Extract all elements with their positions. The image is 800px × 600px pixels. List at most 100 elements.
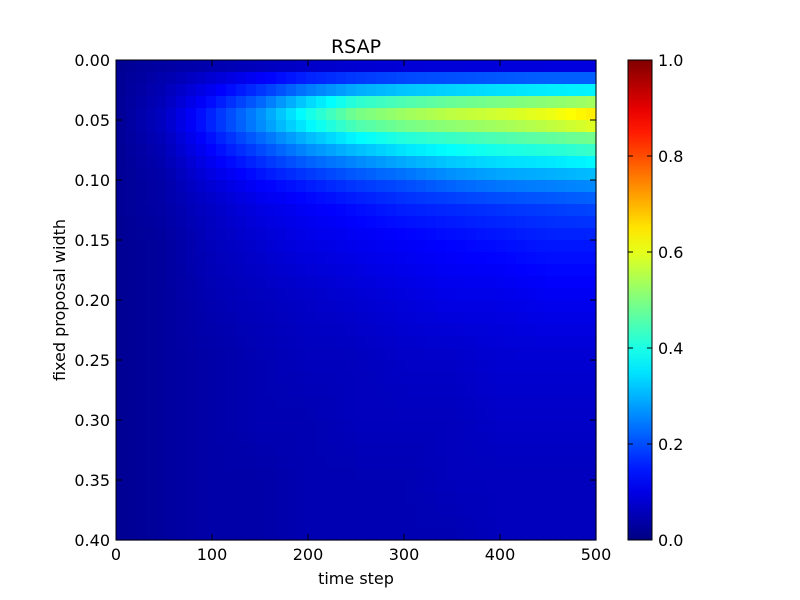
heatmap-cell xyxy=(196,444,207,457)
heatmap-cell xyxy=(516,132,527,145)
heatmap-cell xyxy=(276,432,287,445)
y-tick-label: 0.35 xyxy=(74,471,110,490)
heatmap-cell xyxy=(576,420,587,433)
heatmap-cell xyxy=(176,408,187,421)
heatmap-cell xyxy=(176,492,187,505)
heatmap-cell xyxy=(556,528,567,541)
heatmap-cell xyxy=(136,396,147,409)
heatmap-cell xyxy=(256,108,267,121)
heatmap-cell xyxy=(546,360,557,373)
heatmap-cell xyxy=(366,132,377,145)
heatmap-cell xyxy=(426,492,437,505)
heatmap-cell xyxy=(406,168,417,181)
heatmap-cell xyxy=(266,468,277,481)
heatmap-cell xyxy=(546,216,557,229)
heatmap-cell xyxy=(146,216,157,229)
heatmap-cell xyxy=(476,504,487,517)
heatmap-cell xyxy=(436,144,447,157)
heatmap-cell xyxy=(376,120,387,133)
heatmap-cell xyxy=(546,144,557,157)
heatmap-cell xyxy=(186,180,197,193)
heatmap-cell xyxy=(186,336,197,349)
heatmap-cell xyxy=(206,312,217,325)
heatmap-cell xyxy=(206,504,217,517)
heatmap-cell xyxy=(296,504,307,517)
heatmap-cell xyxy=(286,408,297,421)
heatmap-cell xyxy=(176,300,187,313)
heatmap-cell xyxy=(576,204,587,217)
heatmap-cell xyxy=(226,228,237,241)
heatmap-cell xyxy=(396,264,407,277)
heatmap-cell xyxy=(526,492,537,505)
heatmap-cell xyxy=(326,528,337,541)
heatmap-cell xyxy=(556,492,567,505)
heatmap-cell xyxy=(366,192,377,205)
heatmap-cell xyxy=(116,180,127,193)
heatmap-cell xyxy=(296,528,307,541)
heatmap-cell xyxy=(526,372,537,385)
heatmap-cell xyxy=(336,288,347,301)
heatmap-cell xyxy=(306,96,317,109)
heatmap-cell xyxy=(446,456,457,469)
heatmap-cell xyxy=(416,312,427,325)
heatmap-cell xyxy=(146,348,157,361)
heatmap-cell xyxy=(276,144,287,157)
heatmap-cell xyxy=(456,228,467,241)
heatmap-cell xyxy=(116,420,127,433)
colorbar xyxy=(627,59,653,541)
heatmap-cell xyxy=(526,192,537,205)
heatmap-cell xyxy=(246,528,257,541)
heatmap-cell xyxy=(256,432,267,445)
heatmap-cell xyxy=(446,240,457,253)
heatmap-cell xyxy=(236,204,247,217)
heatmap-cell xyxy=(276,468,287,481)
colorbar-tick-label: 0.6 xyxy=(658,243,683,262)
heatmap-cell xyxy=(576,288,587,301)
heatmap-cell xyxy=(266,132,277,145)
heatmap-cell xyxy=(516,204,527,217)
heatmap-cell xyxy=(466,300,477,313)
heatmap-cell xyxy=(146,192,157,205)
heatmap-cell xyxy=(136,312,147,325)
heatmap-cell xyxy=(286,96,297,109)
heatmap-cell xyxy=(296,240,307,253)
heatmap-cell xyxy=(496,528,507,541)
heatmap-cell xyxy=(346,288,357,301)
heatmap-cell xyxy=(116,288,127,301)
heatmap-cell xyxy=(436,360,447,373)
heatmap-cell xyxy=(486,168,497,181)
heatmap-cell xyxy=(436,516,447,529)
heatmap-cell xyxy=(276,456,287,469)
heatmap-cell xyxy=(556,396,567,409)
heatmap-cell xyxy=(256,180,267,193)
heatmap-cell xyxy=(576,480,587,493)
heatmap-cell xyxy=(206,144,217,157)
heatmap-cell xyxy=(516,408,527,421)
heatmap-cell xyxy=(526,480,537,493)
heatmap-cell xyxy=(166,96,177,109)
heatmap-cell xyxy=(356,384,367,397)
heatmap-cell xyxy=(236,372,247,385)
heatmap-cell xyxy=(516,480,527,493)
heatmap-cell xyxy=(156,492,167,505)
heatmap-cell xyxy=(436,444,447,457)
heatmap-cell xyxy=(386,180,397,193)
heatmap-cell xyxy=(466,72,477,85)
heatmap-cell xyxy=(176,372,187,385)
heatmap-cell xyxy=(346,300,357,313)
heatmap-cell xyxy=(246,96,257,109)
heatmap-cell xyxy=(276,372,287,385)
heatmap-cell xyxy=(166,372,177,385)
heatmap-cell xyxy=(216,192,227,205)
heatmap-cell xyxy=(406,180,417,193)
heatmap-cell xyxy=(366,216,377,229)
heatmap-cell xyxy=(496,72,507,85)
heatmap-cell xyxy=(196,264,207,277)
heatmap-cell xyxy=(206,492,217,505)
heatmap-cell xyxy=(586,480,597,493)
heatmap-cell xyxy=(146,300,157,313)
heatmap-cell xyxy=(536,396,547,409)
heatmap-cell xyxy=(196,384,207,397)
heatmap-cell xyxy=(206,384,217,397)
heatmap-cell xyxy=(496,336,507,349)
